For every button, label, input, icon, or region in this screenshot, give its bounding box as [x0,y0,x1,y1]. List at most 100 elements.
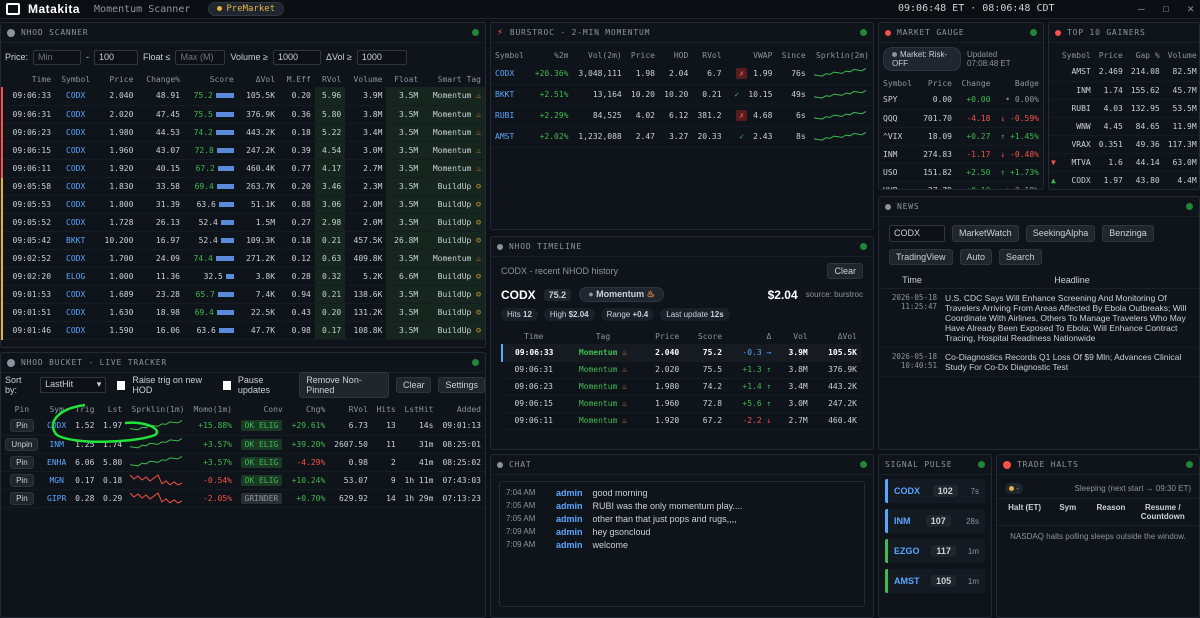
table-row[interactable]: UUP 27.79 +0.10 • 0.18% [879,181,1043,189]
panel-header: TOP 10 GAINERS [1049,23,1199,43]
minimize-icon[interactable]: — [1138,2,1145,15]
close-icon[interactable]: ✕ [1187,2,1194,15]
fire-icon: ♨ [644,289,655,299]
chat-user[interactable]: admin [556,487,583,498]
raise-trig-checkbox[interactable] [117,380,126,390]
clear-button[interactable]: Clear [395,377,432,393]
news-headline[interactable]: Co-Diagnostics Records Q1 Loss Of $9 Mln… [945,352,1182,372]
pulse-item[interactable]: INM 107 28s [885,509,985,533]
table-row[interactable]: 09:05:53 CODX 1.800 31.39 63.6 51.1K 0.88 3.06 2… [1,195,485,214]
hod-cell: 2.04 [659,63,693,85]
pause-updates-checkbox[interactable] [222,380,231,390]
price-cell: 0.351 [1094,135,1127,154]
news-headline[interactable]: U.S. CDC Says Will Enhance Screening And… [945,293,1187,343]
table-row[interactable]: 09:01:51 CODX 1.630 18.98 69.4 22.5K 0.43 0.20 1… [1,303,485,322]
table-row[interactable]: RUBI 4.03 132.95 53.5M [1049,99,1199,118]
table-row[interactable]: Pin MGN 0.17 0.18 -0.54% OK ELIG +10.24% 53.07 9… [1,471,485,490]
table-row[interactable]: ▼ MTVA 1.6 44.14 63.0M [1049,153,1199,172]
pin-button[interactable]: Pin [10,455,34,469]
tab-tradingview[interactable]: TradingView [889,249,953,265]
cell-vol: 376.9K [237,105,280,124]
table-row[interactable]: SPY 0.00 +0.00 • 0.00% [879,91,1043,110]
timeline-clear-button[interactable]: Clear [827,263,863,279]
table-row[interactable]: Pin CODX 1.52 1.97 +15.88% OK ELIG +29.61% 6.73… [1,417,485,436]
table-row[interactable]: Unpin INM 1.25 1.74 +3.57% OK ELIG +39.20% 2607… [1,435,485,454]
table-row[interactable]: 09:06:15 Momentum ♨ 1.960 72.8 +5.6 ↑ 3.0M 247… [502,395,861,413]
cell-meff: 0.98 [279,321,315,340]
tab-marketwatch[interactable]: MarketWatch [952,225,1019,242]
table-row[interactable]: 09:05:42 BKKT 10.200 16.97 52.4 109.3K 0.18 0.2… [1,231,485,250]
table-row[interactable]: USO 151.82 +2.50 ↑ +1.73% [879,163,1043,182]
table-row[interactable]: INM 274.83 -1.17 ↓ -0.48% [879,145,1043,164]
maximize-icon[interactable]: ☐ [1162,2,1170,15]
rvol-cell: 2607.50 [329,435,372,454]
table-row[interactable]: 09:06:15 CODX 1.960 43.07 72.8 247.2K 0.39 4.54… [1,141,485,160]
table-row[interactable]: 09:02:20 ELOG 1.000 11.36 32.5 3.8K 0.28 0.32 5.… [1,267,485,286]
auto-button[interactable]: Auto [959,249,993,265]
table-row[interactable]: 09:05:52 CODX 1.728 26.13 52.4 1.5M 0.27 2.98 2.… [1,213,485,232]
remove-non-pinned-button[interactable]: Remove Non-Pinned [299,372,389,398]
table-row[interactable]: ▲ CODX 1.97 43.80 4.4M [1049,171,1199,189]
pulse-item[interactable]: AMST 105 1m [885,569,985,593]
news-item[interactable]: 2026-05-18 11:25:47 U.S. CDC Says Will En… [879,289,1199,348]
dvol-input[interactable]: 1000 [356,49,407,65]
cross-icon: ✗ [736,67,748,79]
pin-button[interactable]: Pin [10,491,34,505]
volume-input[interactable]: 1000 [272,49,321,65]
tab-benzinga[interactable]: Benzinga [1102,225,1154,242]
volume-cell: 45.7M [1163,81,1199,100]
unpin-button[interactable]: Unpin [5,437,39,451]
table-row[interactable]: QQQ 701.70 -4.18 ↓ -0.59% [879,109,1043,128]
chat-user[interactable]: admin [556,513,583,524]
float-max-input[interactable]: Max (M) [175,49,226,65]
pulse-item[interactable]: EZGO 117 1m [885,539,985,563]
table-row[interactable]: AMST +2.02% 1,232,088 2.47 3.27 20.33 ✓ 2.43 8s [491,126,873,148]
conv-cell: OK ELIG [235,453,287,472]
pulse-item[interactable]: CODX 102 7s [885,479,985,503]
table-row[interactable]: CODX +20.36% 3,048,111 1.98 2.04 6.7 ✗ 1.99 76s [491,63,873,85]
table-row[interactable]: 09:01:46 CODX 1.590 16.06 63.6 47.7K 0.98 0.17 1… [1,321,485,340]
table-row[interactable]: Pin ENHA 6.06 5.80 +3.57% OK ELIG -4.29% 0.98 2 4… [1,453,485,472]
table-row[interactable]: WNW 4.45 84.65 11.9M [1049,117,1199,136]
price-max-input[interactable]: 100 [94,49,139,65]
table-row[interactable]: VRAX 0.351 49.36 117.3M [1049,135,1199,154]
table-row[interactable]: 09:06:33 CODX 2.040 48.91 75.2 105.5K 0.20 5.96… [1,87,485,106]
fire-icon: ♨ [617,347,627,357]
news-symbol-input[interactable]: CODX [889,225,945,242]
change-cell: +0.27 [955,127,995,146]
pin-button[interactable]: Pin [10,419,34,433]
table-row[interactable]: 09:06:11 Momentum ♨ 1.920 67.2 -2.2 ↓ 2.7M 460… [502,412,861,430]
table-row[interactable]: RUBI +2.29% 84,525 4.02 6.12 381.2 ✗ 4.68 6s [491,105,873,127]
table-row[interactable]: 09:06:23 Momentum ♨ 1.980 74.2 +1.4 ↑ 3.4M 443… [502,378,861,396]
table-row[interactable]: AMST 2.469 214.08 82.5M [1049,63,1199,82]
news-item[interactable]: 2026-05-18 10:40:51 Co-Diagnostics Record… [879,348,1199,377]
table-row[interactable]: 09:06:23 CODX 1.980 44.53 74.2 443.2K 0.18 5.22… [1,123,485,142]
table-row[interactable]: ^VIX 18.09 +0.27 ↑ +1.45% [879,127,1043,146]
halts-table-header: Halt (ET) Sym Reason Resume / Countdown [997,498,1199,526]
chat-user[interactable]: admin [556,539,583,550]
tab-seekingalpha[interactable]: SeekingAlpha [1025,225,1096,242]
sort-select[interactable]: LastHit ▾ [40,377,107,393]
table-row[interactable]: 09:05:58 CODX 1.830 33.58 69.4 263.7K 0.20 3.46… [1,177,485,196]
sparkline-cell [809,84,873,106]
table-row[interactable]: 09:06:31 Momentum ♨ 2.020 75.5 +1.3 ↑ 3.8M 376… [502,361,861,379]
table-row[interactable]: 09:06:31 CODX 2.020 47.45 75.5 376.9K 0.36 5.80… [1,105,485,124]
check-icon: ✓ [734,90,740,99]
table-row[interactable]: BKKT +2.51% 13,164 10.20 10.20 0.21 ✓ 10.15 49s [491,84,873,106]
table-row[interactable]: 09:06:11 CODX 1.920 40.15 67.2 460.4K 0.77 4.17… [1,159,485,178]
chat-user[interactable]: admin [556,500,583,511]
table-row[interactable]: 09:06:33 Momentum ♨ 2.040 75.2 -0.3 → 3.9M 105… [500,344,861,362]
settings-button[interactable]: Settings [438,377,485,393]
table-row[interactable]: INM 1.74 155.62 45.7M [1049,81,1199,100]
annotation-circle [51,403,159,444]
halts-toggle[interactable]: - [1005,483,1023,494]
table-row[interactable]: 09:01:53 CODX 1.689 23.28 65.7 7.4K 0.94 0.21 13… [1,285,485,304]
chat-user[interactable]: admin [556,526,583,537]
search-button[interactable]: Search [999,249,1042,265]
cell-score: 63.6 [183,321,238,340]
table-row[interactable]: Pin GIPR 0.28 0.29 -2.05% GRINDER +0.70% 629.92… [1,489,485,508]
conv-badge: OK ELIG [240,420,283,432]
pin-button[interactable]: Pin [10,473,34,487]
price-min-input[interactable]: Min [33,49,82,65]
table-row[interactable]: 09:02:52 CODX 1.700 24.09 74.4 271.2K 0.12 0.63… [1,249,485,268]
